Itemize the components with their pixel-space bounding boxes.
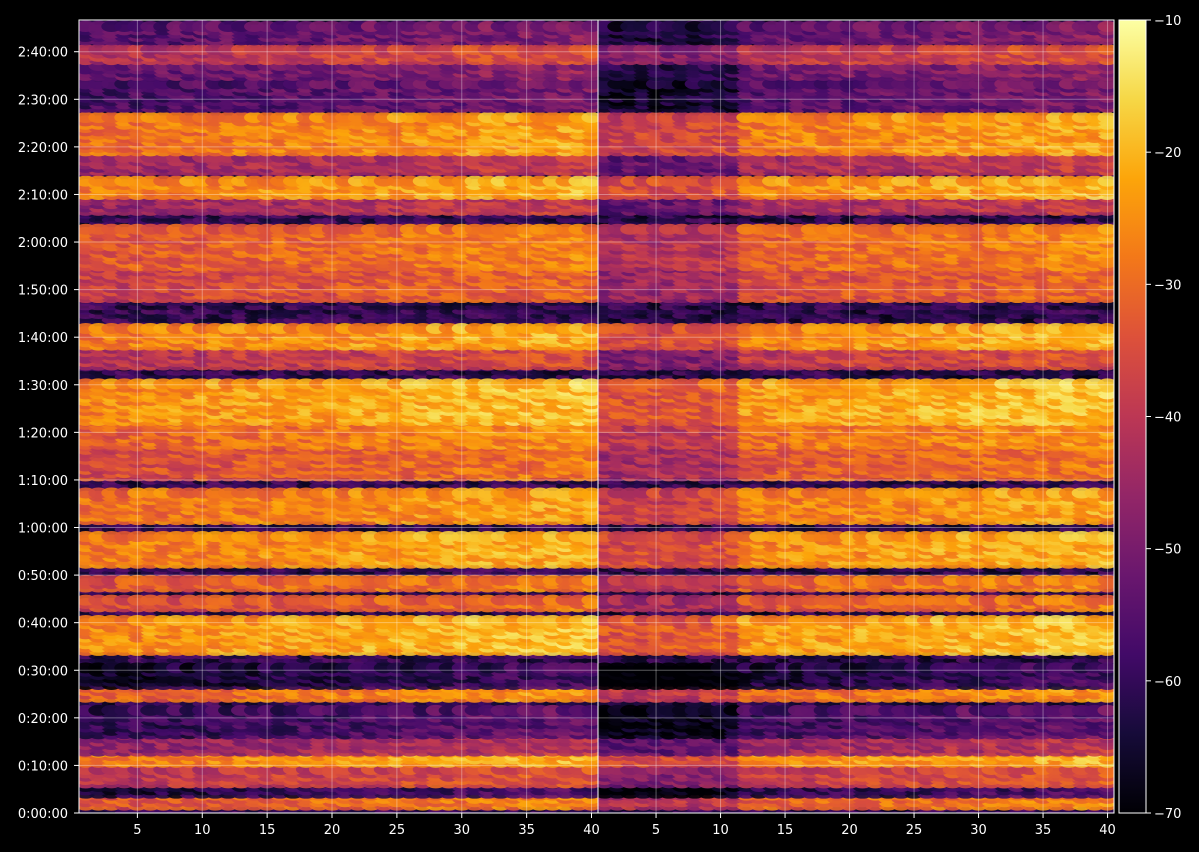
heatmap-panel-left [79, 20, 598, 813]
